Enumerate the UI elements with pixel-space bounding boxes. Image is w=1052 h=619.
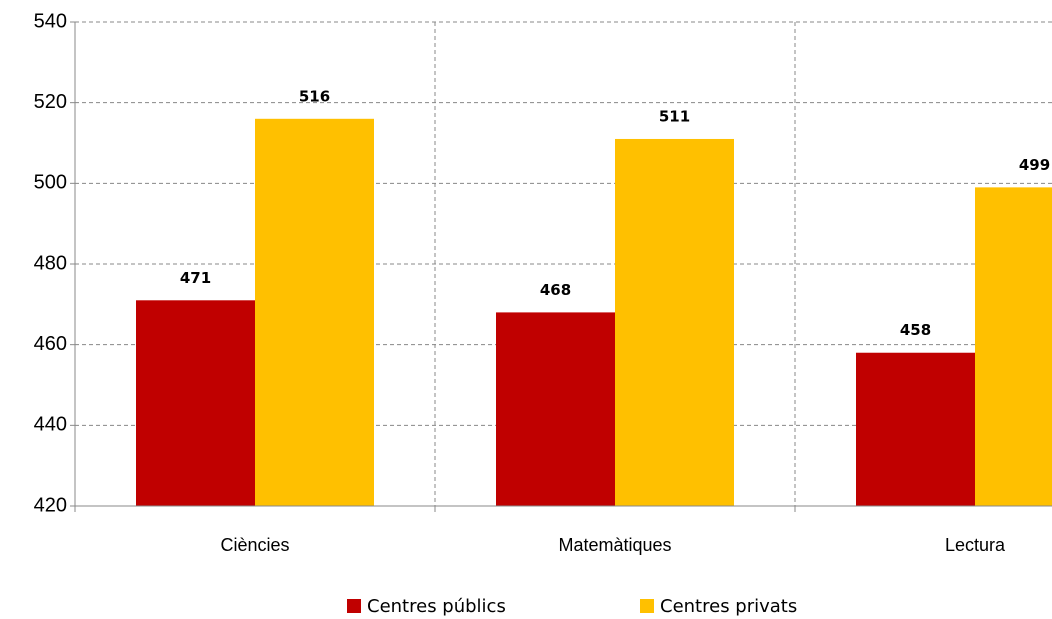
value-label: 511 (659, 107, 690, 125)
y-tick-label: 440 (34, 414, 67, 436)
legend-swatch (347, 599, 361, 613)
bar (136, 300, 255, 506)
y-tick-label: 540 (34, 10, 67, 32)
y-tick-label: 480 (34, 252, 67, 274)
bar (255, 118, 374, 507)
x-tick-label: Lectura (945, 535, 1006, 555)
y-tick-label: 520 (34, 91, 67, 113)
x-tick-label: Ciències (220, 535, 289, 555)
value-label: 499 (1019, 156, 1050, 174)
bar (496, 312, 615, 506)
bar (856, 352, 975, 506)
legend-swatch (640, 599, 654, 613)
y-tick-label: 500 (34, 172, 67, 194)
bar (615, 138, 734, 506)
x-tick-label: Matemàtiques (558, 535, 671, 555)
value-label: 468 (540, 281, 571, 299)
value-label: 516 (299, 87, 330, 105)
y-tick-label: 420 (34, 494, 67, 516)
value-label: 458 (900, 321, 931, 339)
y-tick-label: 460 (34, 333, 67, 355)
legend-label: Centres públics (367, 596, 506, 617)
bar (975, 187, 1052, 506)
value-label: 471 (180, 269, 211, 287)
legend-label: Centres privats (660, 596, 797, 617)
